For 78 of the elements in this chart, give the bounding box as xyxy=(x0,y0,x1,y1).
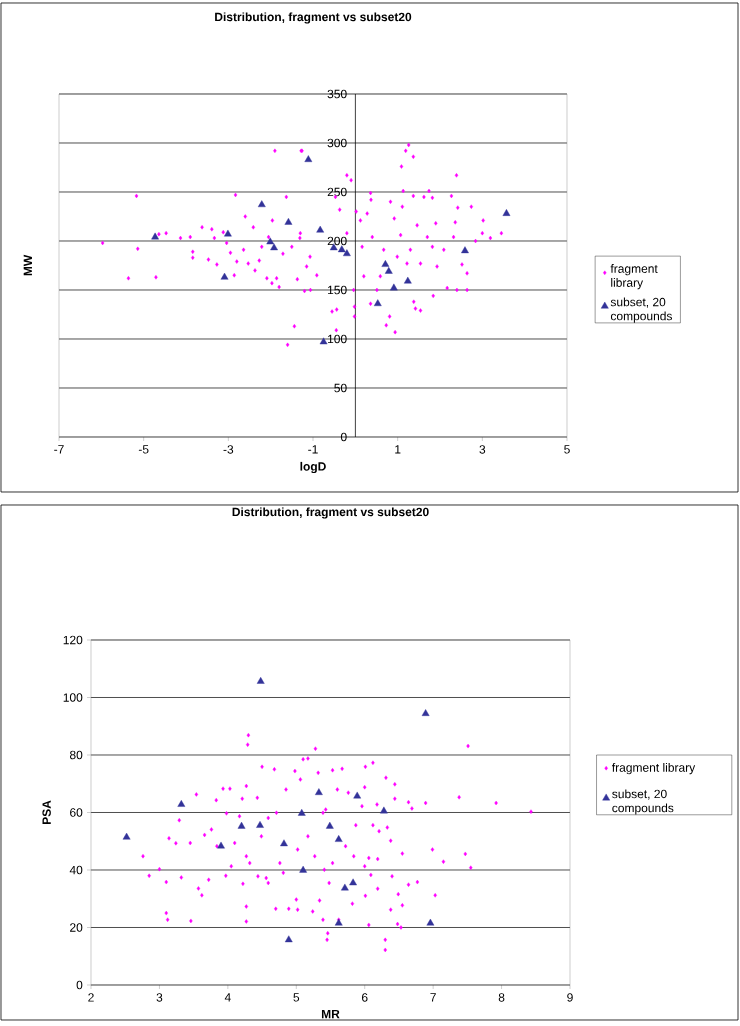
x-tick-label: 4 xyxy=(224,993,231,1002)
point xyxy=(316,225,325,233)
point xyxy=(334,835,343,842)
point xyxy=(177,800,186,807)
x-tick-label: -3 xyxy=(223,445,234,454)
point xyxy=(403,276,412,284)
point xyxy=(426,918,435,926)
y-tick-label: 100 xyxy=(328,334,347,344)
point xyxy=(304,155,313,162)
y-tick-label: 50 xyxy=(334,383,347,393)
point xyxy=(341,883,349,891)
point xyxy=(151,232,159,240)
legend-label: fragment library xyxy=(610,264,658,290)
x-tick-label: 3 xyxy=(479,445,486,454)
point xyxy=(280,839,288,847)
point xyxy=(284,935,293,943)
point xyxy=(384,266,393,274)
point xyxy=(122,832,131,840)
legend-label: fragment library xyxy=(611,763,696,775)
y-tick-label: 120 xyxy=(63,635,83,645)
point xyxy=(237,821,246,829)
point xyxy=(299,865,307,873)
point xyxy=(373,299,382,307)
chart-title: Distribution, fragment vs subset20 xyxy=(232,507,429,519)
x-tick-label: 5 xyxy=(293,993,300,1002)
point xyxy=(256,677,265,684)
x-tick-label: -7 xyxy=(54,445,64,454)
point xyxy=(257,200,266,208)
y-tick-label: 0 xyxy=(340,432,347,442)
y-tick-label: 20 xyxy=(70,923,83,932)
point xyxy=(270,243,278,251)
point xyxy=(390,283,398,291)
point xyxy=(284,217,293,225)
point xyxy=(220,272,229,280)
y-tick-label: 60 xyxy=(70,808,83,817)
point xyxy=(224,229,232,237)
y-tick-label: 350 xyxy=(327,89,347,99)
y-axis-title: PSA xyxy=(42,800,51,825)
point xyxy=(256,821,264,828)
point xyxy=(334,918,343,926)
point xyxy=(319,337,328,345)
x-tick-label: 5 xyxy=(564,445,570,454)
x-tick-label: 1 xyxy=(395,445,401,454)
point xyxy=(349,878,357,886)
point xyxy=(461,246,469,254)
y-tick-label: 200 xyxy=(327,236,347,246)
y-axis-title: MW xyxy=(23,254,32,276)
y-tick-label: 300 xyxy=(327,138,347,148)
legend-label: subset, 20 compounds xyxy=(610,297,672,323)
y-tick-label: 0 xyxy=(76,980,83,990)
x-tick-label: -1 xyxy=(308,445,318,454)
x-tick-label: 8 xyxy=(498,993,505,1002)
y-tick-label: 80 xyxy=(69,750,83,760)
x-tick-label: 7 xyxy=(430,993,436,1002)
x-tick-label: 3 xyxy=(156,993,163,1002)
x-tick-label: 6 xyxy=(361,993,368,1002)
point xyxy=(343,249,351,257)
point xyxy=(502,209,511,216)
y-tick-label: 250 xyxy=(327,187,347,197)
y-tick-label: 150 xyxy=(328,285,347,295)
point xyxy=(297,808,306,816)
point xyxy=(266,237,275,245)
x-tick-label: 2 xyxy=(88,993,94,1002)
legend-label: subset, 20 compounds xyxy=(612,789,674,815)
point xyxy=(380,806,388,814)
point xyxy=(381,260,390,267)
x-axis-title: logD xyxy=(300,461,326,474)
x-axis-title: MR xyxy=(321,1009,340,1019)
point xyxy=(325,821,334,829)
y-tick-label: 40 xyxy=(69,865,83,875)
x-tick-label: -5 xyxy=(138,445,149,454)
point xyxy=(217,841,225,849)
chart-title: Distribution, fragment vs subset20 xyxy=(215,12,412,24)
x-tick-label: 9 xyxy=(567,993,573,1002)
point xyxy=(353,791,362,799)
point xyxy=(315,788,323,795)
y-tick-label: 100 xyxy=(63,693,83,702)
point xyxy=(421,709,430,716)
